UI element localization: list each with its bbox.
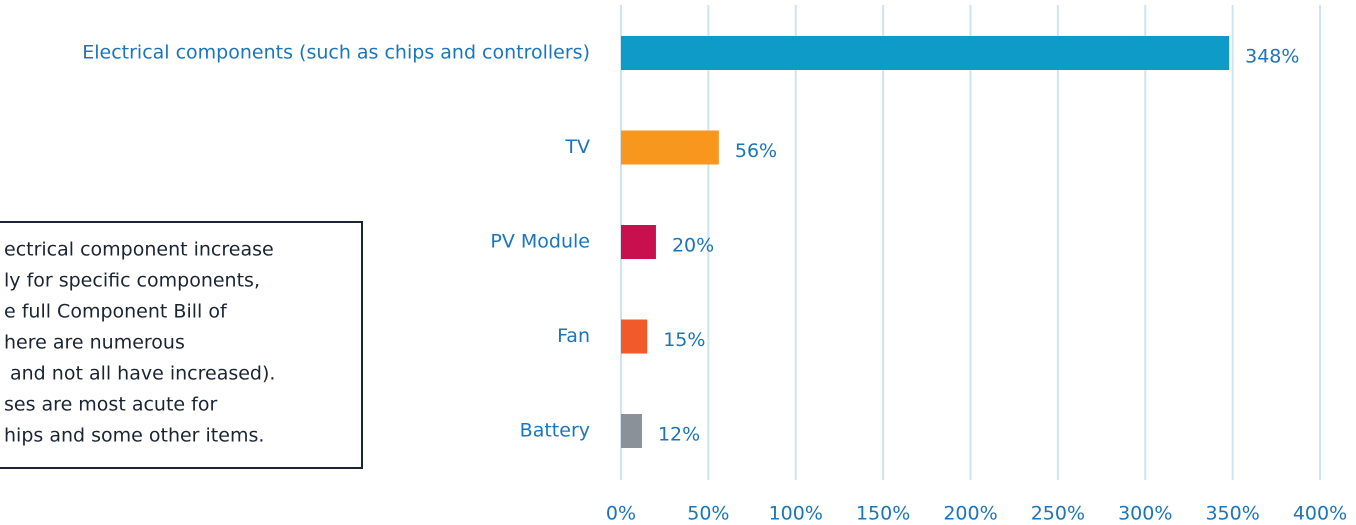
annotation-line: ly for specific components, bbox=[4, 270, 260, 292]
x-tick-label: 0% bbox=[606, 503, 636, 525]
value-label: 12% bbox=[658, 424, 700, 446]
y-tick-label: Fan bbox=[557, 325, 590, 347]
annotation-line: here are numerous bbox=[4, 332, 185, 354]
y-tick-label: PV Module bbox=[490, 231, 590, 253]
y-tick-label: Battery bbox=[520, 420, 590, 442]
annotation-line: e full Component Bill of bbox=[4, 301, 228, 323]
x-tick-label: 200% bbox=[943, 503, 997, 525]
bar bbox=[621, 130, 719, 165]
value-label: 15% bbox=[663, 329, 705, 351]
bar bbox=[621, 414, 642, 448]
annotation-box bbox=[0, 221, 363, 469]
annotation-line: ectrical component increase bbox=[4, 239, 274, 261]
x-tick-label: 250% bbox=[1031, 503, 1085, 525]
y-tick-label: TV bbox=[564, 136, 590, 158]
bar bbox=[621, 36, 1230, 70]
bar bbox=[621, 319, 648, 354]
value-label: 56% bbox=[735, 140, 777, 162]
annotation-line: hips and some other items. bbox=[4, 425, 264, 447]
annotation-line: ses are most acute for bbox=[4, 394, 217, 416]
x-tick-label: 150% bbox=[856, 503, 910, 525]
y-tick-label: Electrical components (such as chips and… bbox=[82, 42, 590, 64]
annotation-line: and not all have increased). bbox=[10, 363, 275, 385]
value-label: 20% bbox=[672, 235, 714, 257]
x-tick-label: 100% bbox=[769, 503, 823, 525]
x-tick-label: 300% bbox=[1118, 503, 1172, 525]
x-tick-label: 350% bbox=[1205, 503, 1259, 525]
x-tick-label: 50% bbox=[687, 503, 729, 525]
x-tick-label: 400% bbox=[1293, 503, 1347, 525]
bar bbox=[621, 225, 656, 259]
value-label: 348% bbox=[1245, 46, 1299, 68]
